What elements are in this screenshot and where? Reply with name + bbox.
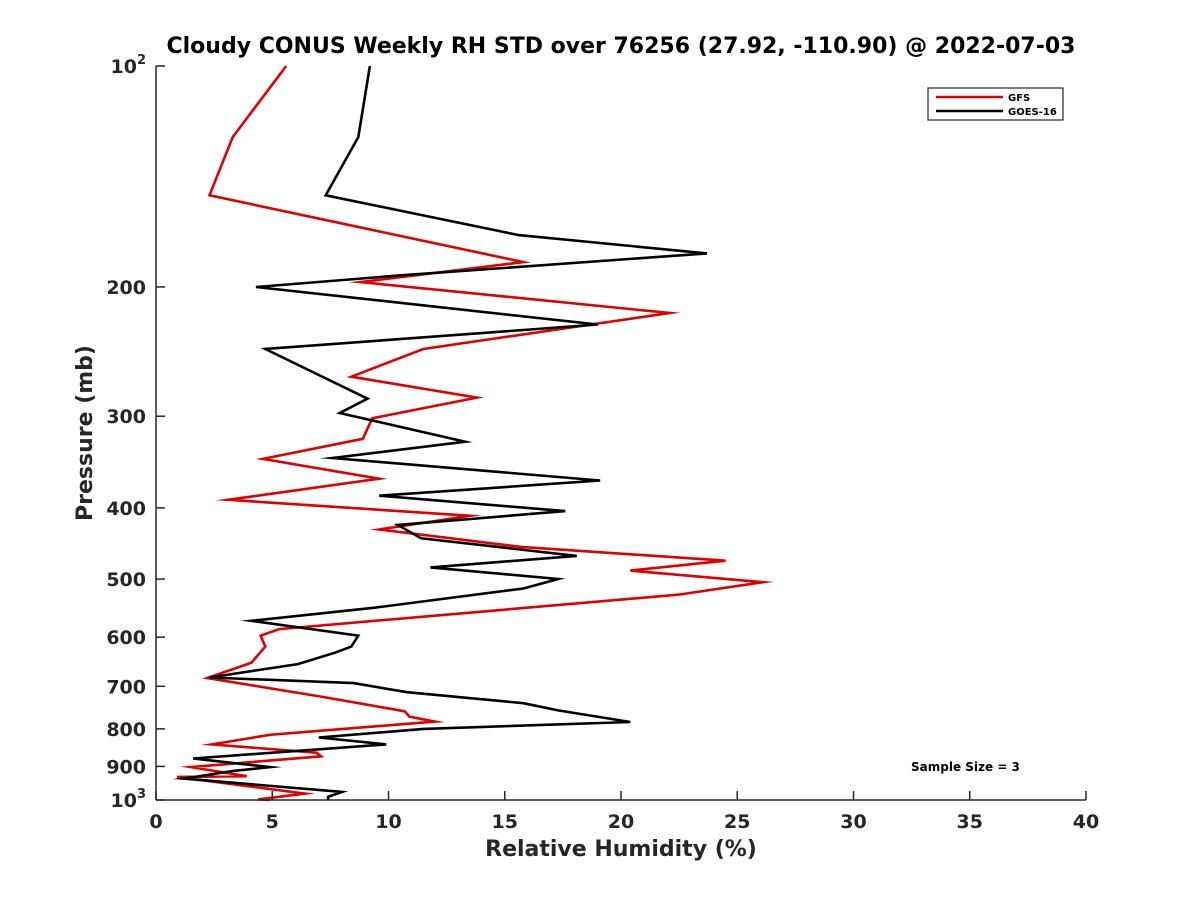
x-tick-label: 15 — [492, 811, 518, 833]
series-line-goes16 — [172, 65, 708, 800]
y-tick-label: 200 — [106, 277, 146, 299]
x-ticks: 0 5 10 15 20 25 30 35 40 — [149, 791, 1099, 833]
y-tick-label: 800 — [106, 719, 146, 741]
y-tick-label: 600 — [106, 627, 146, 649]
x-tick-label: 5 — [266, 811, 279, 833]
series-layer — [172, 65, 774, 802]
x-tick-label: 40 — [1073, 811, 1099, 833]
y-tick-label: 300 — [106, 406, 146, 428]
y-tick-label: 500 — [106, 569, 146, 591]
y-tick-label: 700 — [106, 676, 146, 698]
x-axis-label: Relative Humidity (%) — [485, 837, 757, 862]
x-tick-label: 25 — [724, 811, 750, 833]
legend-box — [927, 87, 1064, 121]
legend-label-gfs: GFS — [1008, 93, 1030, 104]
chart-title: Cloudy CONUS Weekly RH STD over 76256 (2… — [167, 34, 1076, 59]
y-tick-label: 102 — [111, 53, 147, 78]
legend: GFS GOES-16 — [927, 87, 1064, 121]
y-axis-label: Pressure (mb) — [73, 345, 98, 521]
series-line-gfs — [176, 65, 774, 802]
legend-label-goes16: GOES-16 — [1008, 107, 1057, 118]
y-tick-label: 900 — [106, 756, 146, 778]
x-tick-label: 30 — [840, 811, 866, 833]
y-ticks: 102 200 300 400 500 600 700 800 900 103 — [106, 53, 165, 812]
x-tick-label: 35 — [957, 811, 983, 833]
y-tick-label: 400 — [106, 498, 146, 520]
plot-area: 0 5 10 15 20 25 30 35 40 102 200 300 400 500 600 700 80… — [106, 53, 1099, 833]
sample-size-annotation: Sample Size = 3 — [911, 760, 1020, 774]
y-tick-label: 103 — [111, 787, 147, 812]
x-tick-label: 20 — [608, 811, 634, 833]
x-tick-label: 0 — [149, 811, 162, 833]
x-tick-label: 10 — [375, 811, 401, 833]
